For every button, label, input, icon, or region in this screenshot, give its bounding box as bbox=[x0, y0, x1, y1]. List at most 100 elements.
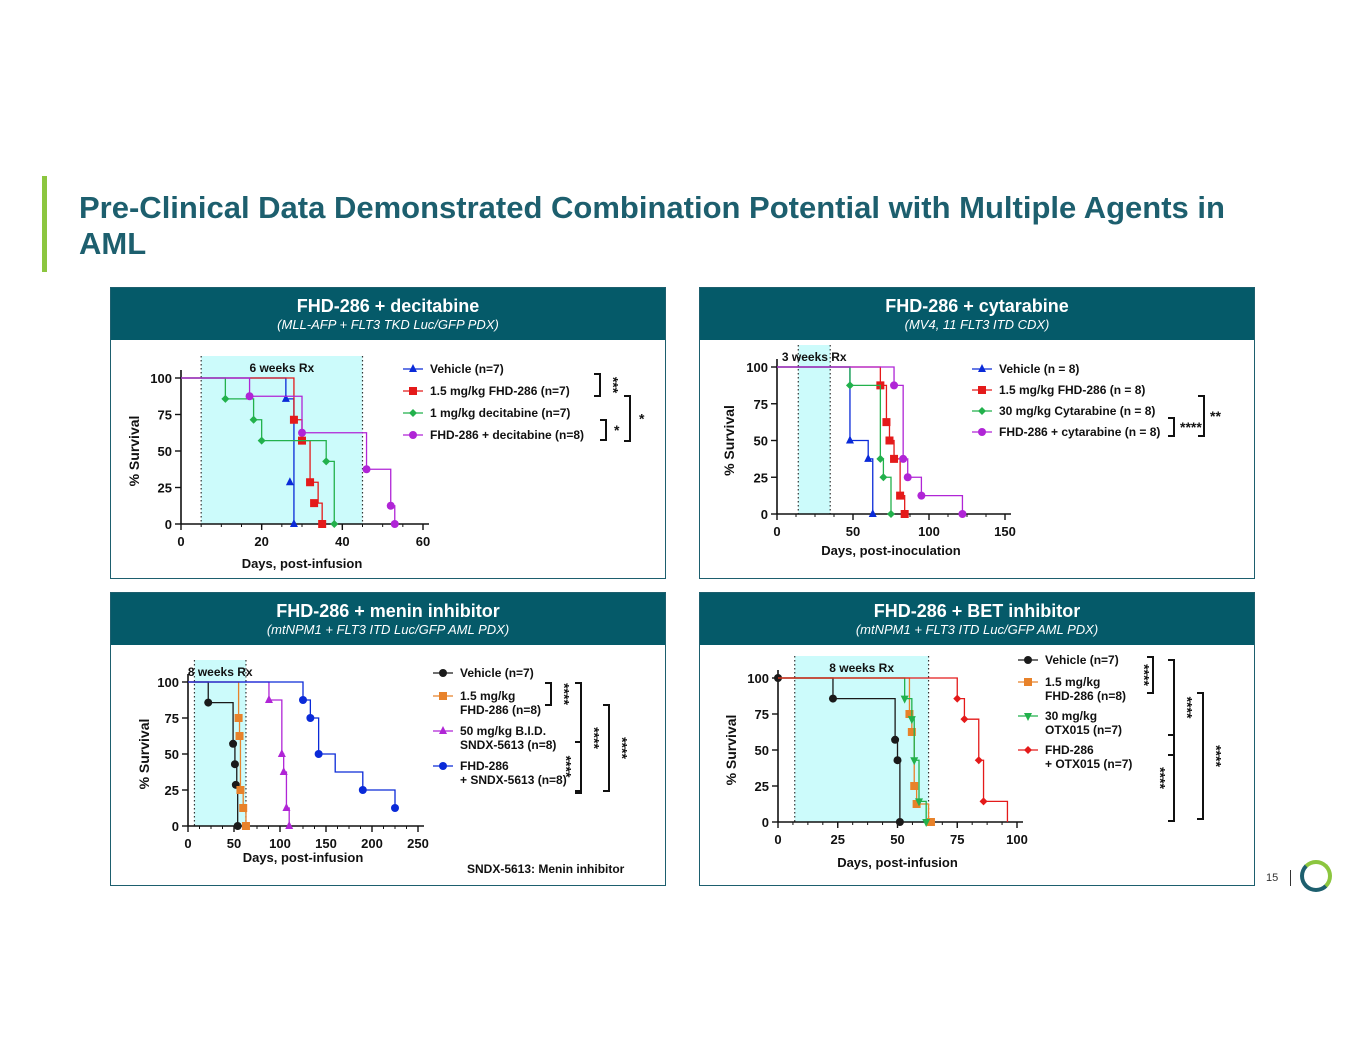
significance-label: * bbox=[639, 411, 645, 427]
data-point bbox=[907, 716, 916, 725]
significance-bracket bbox=[1168, 417, 1175, 437]
data-point bbox=[235, 732, 244, 740]
data-point bbox=[1024, 713, 1032, 721]
data-point bbox=[915, 798, 924, 807]
legend-label: 1.5 mg/kg FHD-286 (n=7) bbox=[430, 384, 570, 398]
panel-menin-inhibitor: FHD-286 + menin inhibitor (mtNPM1 + FLT3… bbox=[110, 592, 666, 886]
panel-title: FHD-286 + cytarabine bbox=[885, 296, 1069, 316]
y-tick-label: 25 bbox=[754, 470, 768, 485]
legend-label: OTX015 (n=7) bbox=[1045, 723, 1122, 737]
data-point bbox=[910, 757, 919, 766]
y-tick-label: 25 bbox=[158, 481, 172, 496]
y-tick-label: 0 bbox=[762, 815, 769, 830]
y-tick-label: 100 bbox=[746, 360, 768, 375]
y-tick-label: 100 bbox=[747, 671, 769, 686]
x-tick-label: 60 bbox=[416, 534, 430, 549]
data-point bbox=[979, 797, 988, 806]
data-point bbox=[314, 750, 323, 758]
data-point bbox=[409, 387, 417, 395]
x-axis-label: Days, post-infusion bbox=[837, 855, 958, 870]
legend-label: 1.5 mg/kg bbox=[460, 689, 515, 703]
legend-label: + SNDX-5613 (n=8) bbox=[460, 773, 567, 787]
data-point bbox=[868, 509, 877, 517]
panel-cytarabine: FHD-286 + cytarabine (MV4, 11 FLT3 ITD C… bbox=[699, 287, 1255, 579]
y-tick-label: 100 bbox=[157, 675, 179, 690]
data-point bbox=[279, 767, 288, 775]
panel-header: FHD-286 + decitabine (MLL-AFP + FLT3 TKD… bbox=[111, 288, 665, 340]
data-point bbox=[905, 710, 914, 718]
significance-label: **** bbox=[614, 737, 630, 759]
data-point bbox=[978, 407, 986, 415]
legend-label: Vehicle (n=7) bbox=[1045, 653, 1119, 667]
legend-label: Vehicle (n=7) bbox=[460, 666, 534, 680]
panel-header: FHD-286 + cytarabine (MV4, 11 FLT3 ITD C… bbox=[700, 288, 1254, 340]
footer-divider bbox=[1290, 870, 1291, 886]
significance-bracket bbox=[1147, 656, 1154, 694]
y-tick-label: 75 bbox=[754, 397, 768, 412]
y-tick-label: 50 bbox=[158, 444, 172, 459]
data-point bbox=[912, 800, 921, 808]
data-point bbox=[974, 756, 983, 765]
data-point bbox=[330, 520, 339, 528]
y-tick-label: 25 bbox=[755, 779, 769, 794]
x-tick-label: 0 bbox=[774, 832, 781, 847]
data-point bbox=[978, 364, 986, 372]
x-tick-label: 100 bbox=[918, 524, 940, 539]
significance-label: **** bbox=[1136, 664, 1152, 686]
panel-subtitle: (mtNPM1 + FLT3 ITD Luc/GFP AML PDX) bbox=[266, 622, 510, 637]
legend-label: 30 mg/kg bbox=[1045, 709, 1097, 723]
data-point bbox=[257, 436, 266, 445]
panel-header: FHD-286 + menin inhibitor (mtNPM1 + FLT3… bbox=[111, 593, 665, 645]
data-point bbox=[917, 491, 926, 500]
panel-decitabine: FHD-286 + decitabine (MLL-AFP + FLT3 TKD… bbox=[110, 287, 666, 579]
data-point bbox=[390, 520, 399, 528]
rx-window-label: 8 weeks Rx bbox=[829, 661, 894, 675]
data-point bbox=[277, 749, 286, 757]
data-point bbox=[864, 453, 873, 462]
significance-bracket bbox=[603, 704, 610, 792]
significance-bracket bbox=[1168, 734, 1175, 822]
panel-bet-inhibitor: FHD-286 + BET inhibitor (mtNPM1 + FLT3 I… bbox=[699, 592, 1255, 886]
y-axis-label: % Survival bbox=[136, 719, 152, 790]
data-point bbox=[958, 510, 967, 518]
y-tick-label: 100 bbox=[150, 371, 172, 386]
y-axis-label: % Survival bbox=[721, 405, 737, 476]
chart-note: SNDX-5613: Menin inhibitor bbox=[467, 862, 625, 876]
data-point bbox=[890, 454, 899, 463]
y-tick-label: 75 bbox=[165, 711, 179, 726]
legend-label: FHD-286 (n=8) bbox=[1045, 689, 1126, 703]
data-point bbox=[900, 510, 909, 518]
y-tick-label: 75 bbox=[158, 408, 172, 423]
data-point bbox=[239, 804, 248, 812]
data-point bbox=[845, 381, 854, 390]
data-point bbox=[439, 726, 447, 734]
legend-label: 1.5 mg/kg FHD-286 (n = 8) bbox=[999, 383, 1145, 397]
rx-window-shade bbox=[794, 656, 929, 822]
data-point bbox=[234, 714, 243, 722]
data-point bbox=[895, 818, 904, 826]
data-point bbox=[845, 435, 854, 444]
rx-window-label: 6 weeks Rx bbox=[249, 361, 314, 375]
data-point bbox=[362, 465, 371, 474]
chart-bet-inhibitor: 8 weeks Rx 0 25 50 75 100 0 25 50 75 100 Days, post… bbox=[723, 653, 1224, 870]
data-point bbox=[890, 381, 899, 390]
data-point bbox=[409, 364, 417, 372]
legend-label: + OTX015 (n=7) bbox=[1045, 757, 1132, 771]
data-point bbox=[391, 804, 399, 812]
x-tick-label: 150 bbox=[994, 524, 1016, 539]
data-point bbox=[221, 394, 230, 403]
y-tick-label: 25 bbox=[165, 783, 179, 798]
data-point bbox=[907, 728, 916, 736]
panel-subtitle: (MV4, 11 FLT3 ITD CDX) bbox=[904, 317, 1050, 332]
data-point bbox=[245, 392, 254, 401]
significance-label: * bbox=[614, 422, 620, 438]
data-point bbox=[978, 428, 986, 436]
data-point bbox=[264, 695, 273, 703]
y-tick-label: 0 bbox=[165, 517, 172, 532]
x-axis-label: Days, post-infusion bbox=[243, 850, 364, 865]
legend-label: FHD-286 (n=8) bbox=[460, 703, 541, 717]
data-point bbox=[887, 510, 895, 518]
x-tick-label: 200 bbox=[361, 836, 383, 851]
data-point bbox=[318, 520, 327, 528]
significance-label: **** bbox=[558, 756, 574, 778]
